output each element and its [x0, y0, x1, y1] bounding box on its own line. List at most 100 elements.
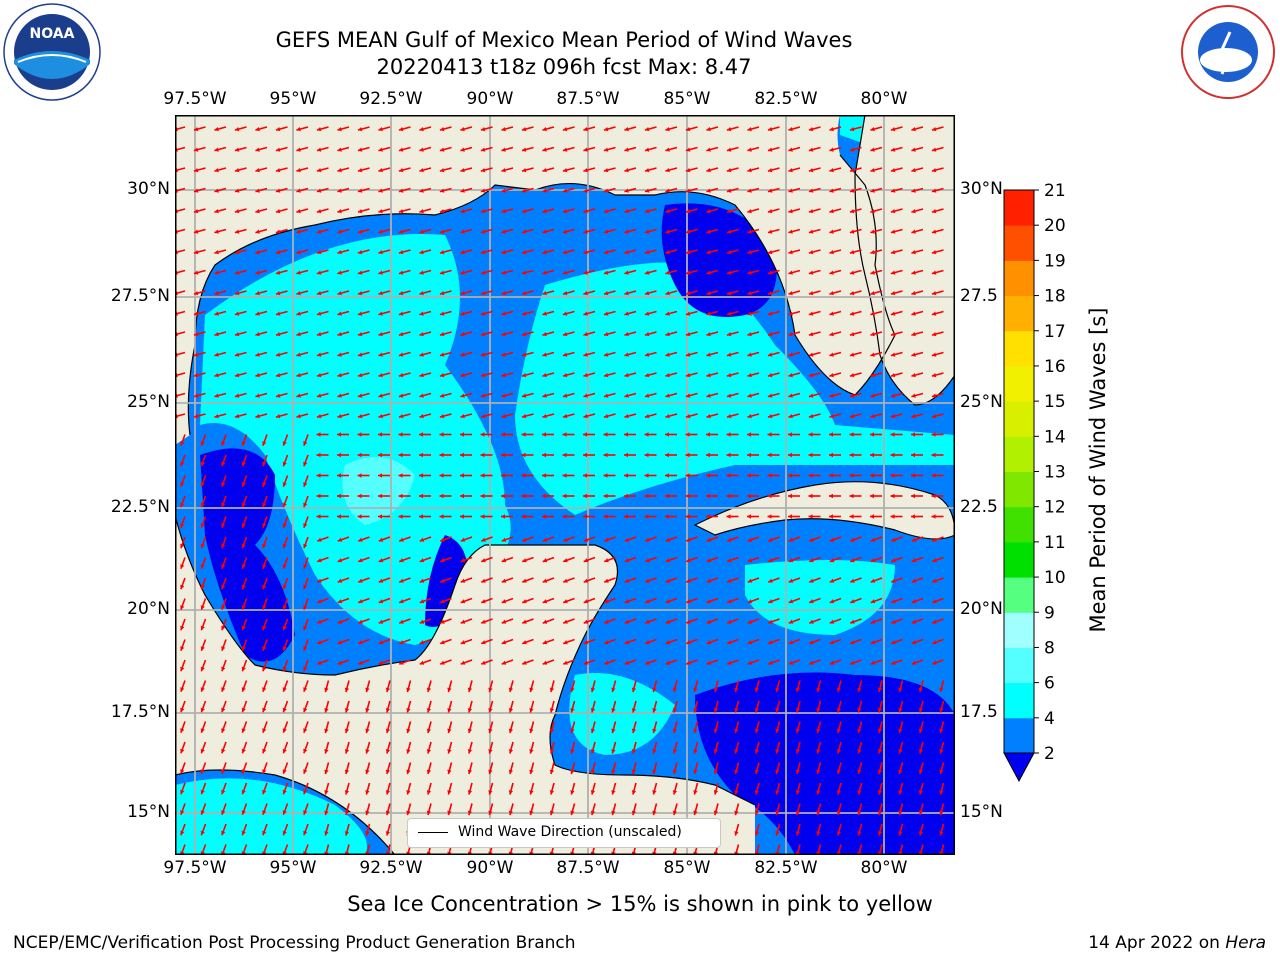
wind-wave-arrow	[870, 493, 882, 499]
wind-wave-arrow	[665, 493, 677, 499]
wind-wave-arrow	[603, 187, 616, 193]
wind-wave-arrow	[911, 597, 924, 604]
wind-wave-arrow	[180, 741, 186, 754]
wind-wave-arrow	[849, 452, 862, 458]
wind-wave-arrow	[419, 331, 432, 337]
wind-wave-arrow	[665, 597, 678, 604]
wind-wave-arrow	[685, 432, 698, 437]
wind-wave-arrow	[501, 597, 514, 604]
wind-wave-arrow	[296, 167, 309, 173]
wind-wave-arrow	[931, 208, 944, 214]
wind-wave-arrow	[480, 167, 493, 173]
wind-wave-arrow	[521, 310, 534, 316]
wind-wave-arrow	[324, 782, 330, 795]
wind-wave-arrow	[419, 249, 432, 255]
wind-wave-arrow	[221, 639, 227, 652]
wind-wave-arrow	[282, 618, 289, 631]
wind-wave-arrow	[939, 700, 945, 713]
wind-wave-arrow	[275, 146, 288, 152]
wind-wave-arrow	[316, 597, 329, 604]
wind-wave-arrow	[193, 310, 206, 316]
wind-wave-arrow	[398, 536, 411, 542]
wind-wave-arrow	[849, 126, 862, 132]
wind-wave-arrow	[877, 762, 883, 775]
wind-wave-arrow	[870, 618, 883, 624]
wind-wave-arrow	[316, 452, 329, 458]
wind-wave-arrow	[911, 432, 923, 437]
wind-wave-arrow	[357, 432, 370, 437]
wind-wave-arrow	[501, 577, 514, 583]
wind-wave-arrow	[303, 639, 309, 652]
colorbar-tick-label: 21	[1044, 181, 1066, 201]
wind-wave-arrow	[788, 228, 801, 234]
wind-wave-arrow	[296, 351, 309, 357]
wind-wave-arrow	[931, 638, 944, 645]
wind-wave-arrow	[255, 310, 268, 316]
wind-wave-arrow	[747, 372, 760, 378]
wind-wave-arrow	[316, 249, 329, 255]
wind-wave-arrow	[890, 269, 903, 275]
wind-wave-arrow	[296, 413, 309, 419]
wind-wave-arrow	[583, 432, 595, 437]
wind-wave-arrow	[521, 392, 534, 398]
wind-wave-arrow	[931, 413, 944, 419]
wind-wave-arrow	[337, 659, 350, 665]
wind-wave-arrow	[870, 597, 883, 604]
wind-wave-arrow	[829, 228, 842, 234]
wind-wave-arrow	[337, 249, 350, 255]
wind-wave-arrow	[488, 680, 494, 693]
wind-wave-arrow	[234, 372, 247, 378]
wind-wave-arrow	[849, 432, 862, 437]
wind-wave-arrow	[398, 597, 411, 604]
wind-wave-arrow	[562, 577, 575, 583]
plot-title: GEFS MEAN Gulf of Mexico Mean Period of …	[275, 28, 853, 52]
wind-wave-arrow	[521, 638, 534, 645]
wind-wave-arrow	[808, 167, 821, 173]
wind-wave-arrow	[611, 700, 617, 713]
wind-wave-arrow	[180, 434, 186, 447]
wind-wave-arrow	[200, 516, 207, 529]
wind-wave-arrow	[549, 803, 555, 816]
wind-wave-arrow	[180, 618, 186, 631]
wind-wave-arrow	[480, 372, 493, 378]
wind-wave-arrow	[378, 392, 391, 398]
wind-wave-arrow	[214, 372, 227, 378]
wind-wave-arrow	[275, 187, 288, 193]
wind-wave-arrow	[214, 290, 227, 296]
wind-wave-arrow	[808, 228, 821, 234]
wind-wave-arrow	[624, 290, 637, 296]
wind-wave-arrow	[357, 638, 370, 645]
wind-wave-arrow	[939, 803, 945, 816]
wind-wave-arrow	[911, 310, 924, 316]
x-tick-top: 95°W	[269, 89, 317, 109]
wind-wave-arrow	[754, 782, 760, 795]
wind-wave-arrow	[849, 249, 862, 255]
wind-wave-arrow	[713, 721, 719, 734]
wind-wave-arrow	[808, 473, 821, 478]
x-tick-top: 80°W	[860, 89, 908, 109]
wind-wave-arrow	[931, 249, 944, 255]
wind-wave-arrow	[665, 146, 678, 152]
wind-wave-arrow	[439, 452, 452, 458]
wind-wave-arrow	[365, 700, 371, 713]
wind-wave-arrow	[316, 577, 329, 583]
wind-wave-arrow	[275, 228, 288, 234]
wind-wave-arrow	[931, 392, 944, 398]
wind-wave-arrow	[939, 741, 945, 754]
wind-wave-arrow	[877, 803, 883, 816]
wind-wave-arrow	[890, 331, 903, 337]
wind-wave-arrow	[706, 249, 719, 255]
wind-wave-arrow	[747, 618, 760, 624]
wind-wave-arrow	[870, 432, 882, 437]
wind-wave-arrow	[214, 126, 227, 132]
wind-wave-arrow	[631, 741, 637, 754]
wind-wave-arrow	[501, 187, 514, 193]
wind-wave-arrow	[644, 126, 657, 132]
wind-wave-arrow	[542, 310, 555, 316]
wind-wave-arrow	[890, 351, 903, 357]
wind-wave-arrow	[726, 536, 739, 542]
wind-wave-arrow	[200, 823, 207, 836]
wind-wave-arrow	[262, 434, 268, 447]
wind-wave-arrow	[357, 208, 370, 214]
wind-wave-arrow	[357, 473, 370, 478]
